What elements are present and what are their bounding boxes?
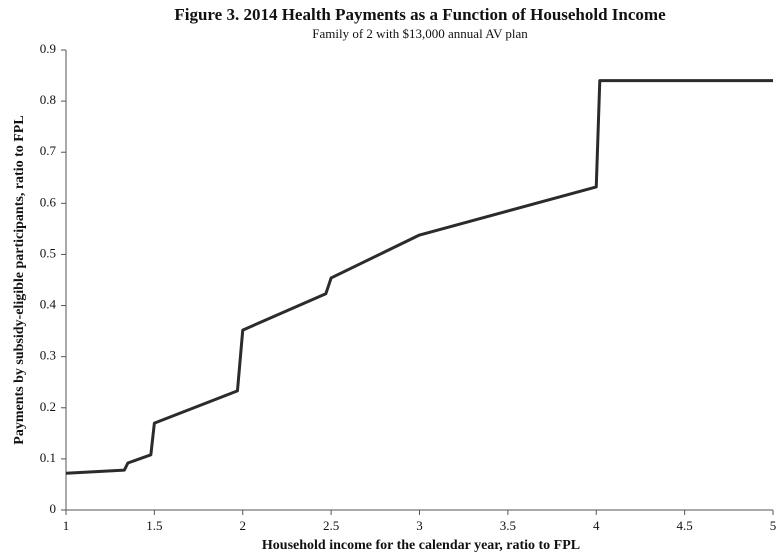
x-tick-label: 4.5 (677, 518, 693, 533)
x-tick-label: 1.5 (146, 518, 162, 533)
x-tick-label: 1 (63, 518, 70, 533)
x-tick-label: 2.5 (323, 518, 339, 533)
line (65, 79, 773, 475)
y-tick-label: 0 (50, 501, 57, 516)
y-tick-label: 0.6 (40, 194, 57, 209)
y-tick-label: 0.1 (40, 450, 56, 465)
y-tick-label: 0.7 (40, 143, 57, 158)
y-tick-label: 0.4 (40, 297, 57, 312)
x-tick-label: 2 (240, 518, 247, 533)
y-tick-label: 0.5 (40, 245, 56, 260)
x-tick-label: 3.5 (500, 518, 516, 533)
chart-subtitle: Family of 2 with $13,000 annual AV plan (312, 26, 528, 41)
y-tick-label: 0.2 (40, 399, 56, 414)
y-tick-label: 0.9 (40, 41, 56, 56)
x-tick-label: 5 (770, 518, 777, 533)
x-axis-label: Household income for the calendar year, … (262, 538, 580, 553)
y-tick-label: 0.3 (40, 348, 56, 363)
chart-title: Figure 3. 2014 Health Payments as a Func… (174, 5, 666, 24)
y-axis-label: Payments by subsidy-eligible participant… (12, 115, 27, 444)
x-tick-label: 3 (416, 518, 423, 533)
x-tick-label: 4 (593, 518, 600, 533)
y-tick-label: 0.8 (40, 92, 56, 107)
